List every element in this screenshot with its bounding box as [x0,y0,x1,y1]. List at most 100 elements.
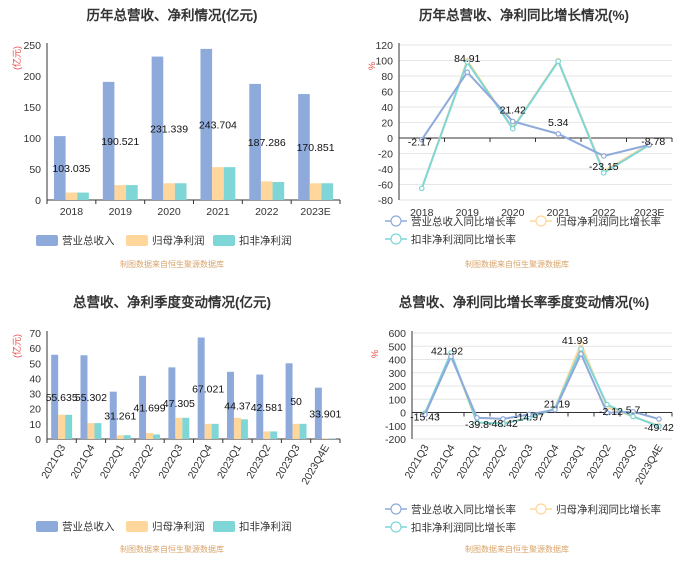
bar-net-profit [204,423,212,439]
y-tick-label: -100 [385,421,406,433]
data-point [474,414,480,421]
source-note: 制图数据来自恒生聚源数据库 [120,259,224,269]
bar-deducted-profit [321,183,334,200]
data-label: 5.7 [626,405,641,417]
y-tick-label: 10 [29,419,41,431]
data-point [464,69,471,75]
legend-label: 归母净利润同比增长率 [556,503,661,516]
y-tick-label: 60 [381,87,393,99]
legend-label: 扣非净利润同比增长率 [411,521,516,534]
bar-deducted-profit [270,431,278,439]
y-tick-label: 0 [35,434,41,446]
data-point [422,411,428,418]
y-tick-label: 50 [29,358,41,370]
x-tick-label: 2022Q4 [186,442,215,480]
bar-revenue [51,354,59,439]
data-point [509,125,516,132]
data-point [555,58,562,65]
legend-label: 营业总收入同比增长率 [411,503,516,516]
x-tick-label: 2022Q1 [98,442,127,480]
y-tick-label: 40 [29,373,41,385]
x-tick-label: 2021 [206,206,230,218]
y-tick-label: -200 [385,434,406,446]
legend-label: 归母净利润 [152,520,205,533]
data-label: 50 [290,396,302,408]
y-tick-label: 100 [388,394,406,406]
data-label: 41.93 [562,335,588,347]
chart-panel-3: 总营收、净利季度变动情况(亿元) (亿元) 0 10 20 30 40 50 60 70 2021Q… [11,294,342,554]
data-point [600,153,607,159]
y-tick-label: 0 [35,195,41,207]
data-point [526,411,532,418]
data-label: 42.581 [251,402,283,414]
bar-revenue [102,81,115,200]
data-point [656,423,662,430]
y-tick-label: -20 [378,149,393,161]
y-tick-label: 60 [29,343,41,355]
legend-marker [535,503,547,515]
data-label: -48.42 [488,418,518,430]
bar-revenue [109,391,117,439]
bar-revenue [249,83,261,200]
data-label: 421.92 [431,346,463,358]
legend: 营业总收入 归母净利润 扣非净利润 [36,520,292,533]
bar-revenue [298,94,310,200]
data-point [555,131,562,137]
bar-revenue [168,367,176,439]
y-tick-label: 600 [388,328,406,340]
x-tick-label: 2023E [300,206,330,218]
unit-label: (亿元) [11,334,22,358]
data-label: -23.15 [589,161,619,173]
series-line-1 [424,351,660,421]
data-label: -49.42 [644,422,674,434]
data-label: -2.12 [599,406,623,418]
bar-deducted-profit [94,423,102,439]
y-tick-label: 100 [23,133,41,145]
bar-deducted-profit [223,167,236,200]
x-tick-label: 2021Q4 [68,442,97,480]
data-label: 21.42 [500,104,526,116]
data-label: 21.19 [544,399,570,411]
bar-deducted-profit [211,423,219,439]
x-tick-label: 2023Q1 [215,442,244,480]
data-point [604,409,610,416]
data-label: -15.43 [410,412,440,424]
y-tick-label: 300 [388,368,406,380]
data-label: 84.91 [454,53,480,65]
legend-swatch [36,521,58,532]
bar-net-profit [58,414,66,439]
bar-revenue [314,387,322,439]
bar-deducted-profit [299,423,307,439]
legend: 营业总收入 归母净利润 扣非净利润 [36,234,292,247]
legend-swatch [126,235,148,246]
x-tick-label: 2023Q4E [299,443,332,487]
y-tick-label: 70 [29,328,41,340]
legend-label: 营业总收入同比增长率 [411,215,516,228]
bar-deducted-profit [240,419,248,439]
x-tick-label: 2023E [634,207,664,219]
legend-label: 扣非净利润同比增长率 [411,233,516,246]
bar-revenue [53,136,66,200]
y-tick-label: 0 [387,133,393,145]
y-tick-label: 400 [388,355,406,367]
data-label: 170.851 [297,142,335,154]
x-tick-label: 2018 [60,206,84,218]
bar-deducted-profit [182,417,190,439]
legend-marker [535,215,547,227]
chart-title: 总营收、净利同比增长率季度变动情况(%) [399,294,650,310]
x-tick-label: 2022Q2 [127,442,156,480]
bar-deducted-profit [123,435,131,439]
bar-net-profit [292,423,300,439]
bar-deducted-profit [153,434,161,439]
source-note: 制图数据来自恒生聚源数据库 [465,259,569,269]
data-point [656,416,662,422]
legend-label: 归母净利润同比增长率 [556,215,661,228]
legend-marker [390,233,402,245]
chart-panel-2: 历年总营收、净利同比增长情况(%)% -80 -60 -40 -20 0 20 40 60 80 1… [367,7,673,269]
x-tick-label: 2018 [410,207,434,219]
x-tick-label: 2021Q3 [39,442,68,480]
bar-deducted-profit [77,192,89,200]
bar-revenue [80,355,88,439]
data-label: 5.34 [548,117,569,129]
